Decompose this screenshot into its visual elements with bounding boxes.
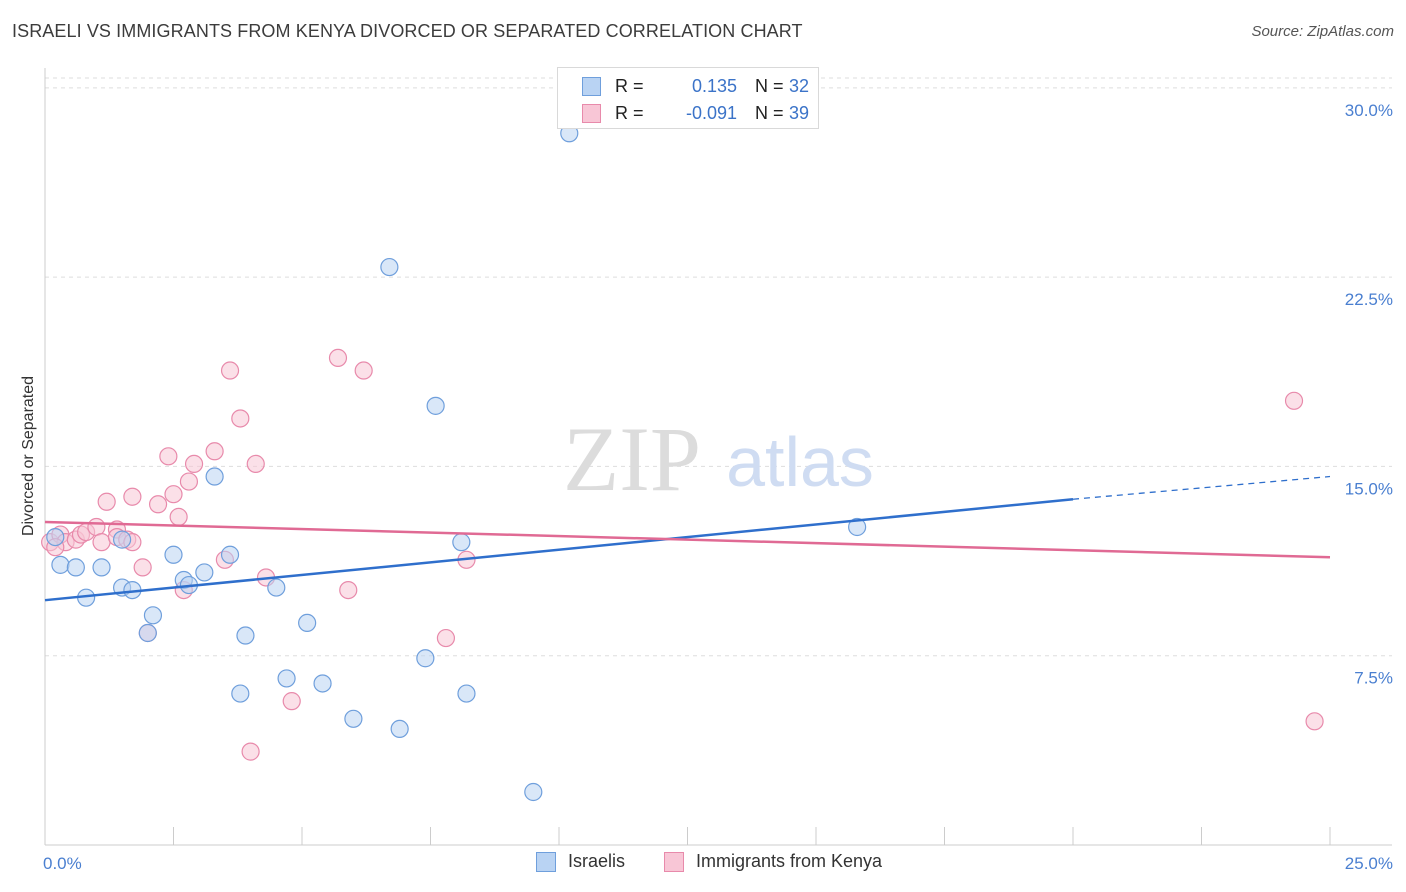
series-israelis-points xyxy=(46,124,867,802)
grid-lines xyxy=(45,77,1392,657)
kenya-point xyxy=(169,507,188,527)
y-axis-label: Divorced or Separated xyxy=(20,376,37,536)
kenya-point xyxy=(231,409,250,428)
israelis-point xyxy=(195,563,214,582)
legend-swatch-kenya xyxy=(664,851,684,872)
kenya-point xyxy=(97,492,116,511)
y-tick-label: 30.0% xyxy=(1345,101,1393,120)
kenya-point xyxy=(282,692,301,711)
legend-n-value: 32 xyxy=(789,75,810,96)
watermark: ZIP atlas xyxy=(563,408,874,510)
legend-swatch-israelis xyxy=(582,76,601,96)
israelis-point xyxy=(452,533,471,552)
israelis-point xyxy=(46,527,65,547)
series-legend: Israelis Immigrants from Kenya xyxy=(0,851,1406,877)
correlation-legend: R = 0.135 N = 32 R = -0.091 N = 39 xyxy=(557,67,819,129)
legend-r-label: R = xyxy=(615,75,644,96)
trend-lines xyxy=(44,475,1331,602)
legend-swatch-kenya xyxy=(582,103,601,123)
legend-n-label: N = xyxy=(755,75,784,96)
legend-item-kenya[interactable]: Immigrants from Kenya xyxy=(664,851,882,872)
kenya-point xyxy=(328,348,348,368)
x-tick-labels: 0.0% 25.0% xyxy=(43,854,1393,873)
kenya-point xyxy=(159,447,178,466)
legend-n-value: 39 xyxy=(789,102,810,123)
israelis-point xyxy=(344,709,363,728)
kenya-point xyxy=(339,580,358,600)
legend-n-label: N = xyxy=(755,102,784,123)
kenya-point xyxy=(133,558,152,577)
israelis-point xyxy=(267,578,286,597)
kenya-trend-line xyxy=(44,520,1331,559)
israelis-point xyxy=(848,517,867,537)
israelis-point xyxy=(298,613,317,633)
source-label: Source: ZipAtlas.com xyxy=(1251,23,1394,40)
kenya-point xyxy=(220,361,240,380)
kenya-point xyxy=(92,533,111,552)
axes xyxy=(44,68,1392,846)
y-tick-label: 7.5% xyxy=(1354,669,1393,688)
israelis-point xyxy=(143,606,163,625)
kenya-point xyxy=(241,742,260,761)
legend-label-israelis: Israelis xyxy=(568,851,626,871)
israelis-point xyxy=(164,545,183,564)
legend-r-value: 0.135 xyxy=(691,75,737,96)
legend-row-kenya: R = -0.091 N = 39 xyxy=(582,101,809,125)
israelis-point xyxy=(112,530,132,549)
israelis-point xyxy=(138,623,157,643)
kenya-point xyxy=(205,442,224,461)
y-tick-label: 15.0% xyxy=(1345,479,1393,498)
legend-row-israelis: R = 0.135 N = 32 xyxy=(582,74,809,98)
legend-label-kenya: Immigrants from Kenya xyxy=(696,851,883,871)
israelis-point xyxy=(51,555,70,574)
kenya-point xyxy=(246,454,265,474)
kenya-point xyxy=(164,485,183,504)
israelis-trend-extension xyxy=(1072,475,1331,500)
israelis-point xyxy=(524,782,543,802)
kenya-point xyxy=(87,517,106,537)
y-tick-labels: 7.5% 15.0% 22.5% 30.0% xyxy=(1345,101,1393,688)
israelis-point xyxy=(426,396,445,415)
kenya-point xyxy=(1284,391,1304,410)
legend-swatch-israelis xyxy=(536,851,556,872)
israelis-point xyxy=(220,545,240,564)
kenya-point xyxy=(354,361,373,380)
israelis-point xyxy=(66,558,85,577)
y-tick-label: 22.5% xyxy=(1345,290,1393,309)
israelis-point xyxy=(390,719,409,739)
watermark-zip: ZIP xyxy=(563,408,701,510)
israelis-point xyxy=(416,649,435,668)
kenya-point xyxy=(436,628,456,648)
israelis-point xyxy=(236,626,255,645)
watermark-atlas: atlas xyxy=(726,423,874,501)
legend-item-israelis[interactable]: Israelis xyxy=(536,851,625,872)
israelis-point xyxy=(313,674,332,693)
israelis-point xyxy=(277,669,296,688)
israelis-point xyxy=(205,467,224,486)
israelis-point xyxy=(92,558,111,577)
legend-r-value: -0.091 xyxy=(685,102,737,123)
kenya-point xyxy=(1305,712,1324,731)
israelis-point xyxy=(380,257,399,277)
israelis-trend-line xyxy=(44,497,1074,602)
kenya-point xyxy=(123,487,142,506)
kenya-point xyxy=(184,454,204,474)
x-tick-label: 0.0% xyxy=(43,854,82,873)
legend-r-label: R = xyxy=(615,102,644,123)
israelis-point xyxy=(231,684,250,703)
chart-title: ISRAELI VS IMMIGRANTS FROM KENYA DIVORCE… xyxy=(12,21,803,41)
israelis-point xyxy=(457,684,476,703)
kenya-point xyxy=(179,472,199,491)
kenya-point xyxy=(148,495,168,514)
x-tick-label: 25.0% xyxy=(1345,854,1393,873)
